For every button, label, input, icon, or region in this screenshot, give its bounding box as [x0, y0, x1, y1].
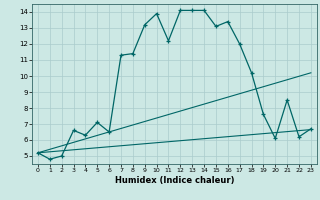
X-axis label: Humidex (Indice chaleur): Humidex (Indice chaleur): [115, 176, 234, 185]
